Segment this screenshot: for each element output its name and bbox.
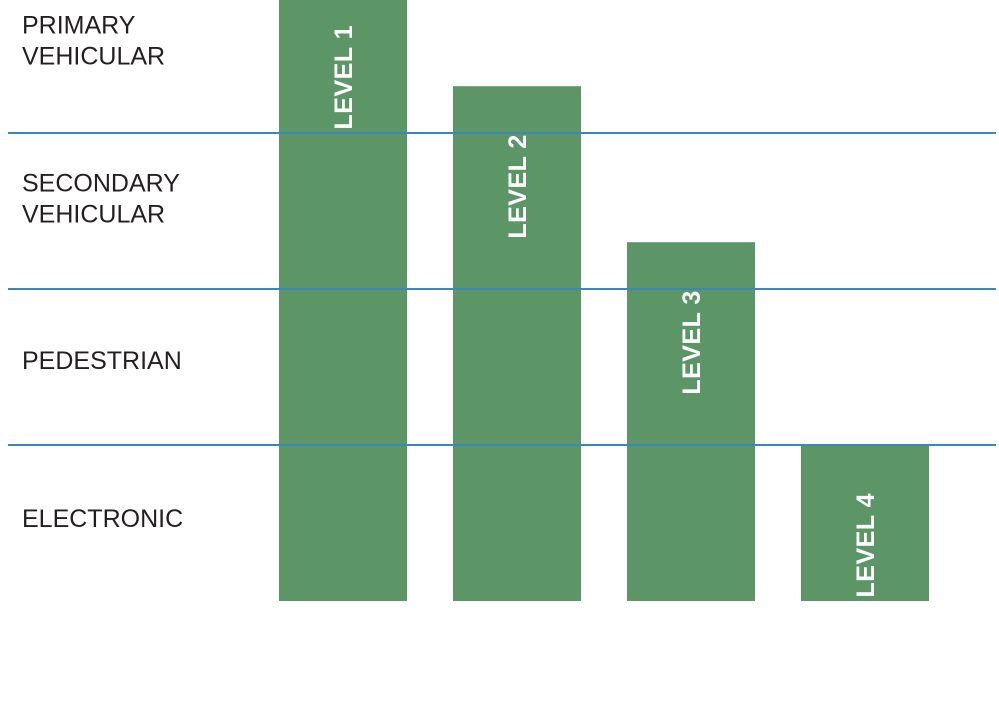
band-label-line: PEDESTRIAN	[22, 347, 182, 375]
bar-level-4	[801, 445, 929, 601]
band-labels: PRIMARY VEHICULAR SECONDARY VEHICULAR PEDEST…	[22, 12, 183, 534]
band-label-2: SECONDARY VEHICULAR	[22, 170, 180, 229]
band-label-line: VEHICULAR	[22, 201, 165, 229]
bar-label-level-3: LEVEL 3	[678, 290, 706, 394]
bar-label-level-2: LEVEL 2	[504, 134, 532, 238]
band-label-4: ELECTRONIC	[22, 505, 183, 533]
bar-level-3	[627, 242, 755, 601]
bar-labels: LEVEL 1 LEVEL 2 LEVEL 3 LEVEL 4	[330, 25, 880, 597]
bars	[279, 0, 929, 601]
band-label-line: ELECTRONIC	[22, 505, 183, 533]
band-label-line: PRIMARY	[22, 12, 136, 40]
band-label-line: SECONDARY	[22, 170, 180, 198]
band-label-1: PRIMARY VEHICULAR	[22, 12, 165, 71]
bar-label-level-4: LEVEL 4	[852, 493, 880, 597]
bar-level-1	[279, 0, 407, 601]
bar-level-2	[453, 86, 581, 601]
band-label-line: VEHICULAR	[22, 43, 165, 71]
gridlines	[8, 132, 996, 446]
bar-label-level-1: LEVEL 1	[330, 25, 358, 129]
band-label-3: PEDESTRIAN	[22, 347, 182, 375]
